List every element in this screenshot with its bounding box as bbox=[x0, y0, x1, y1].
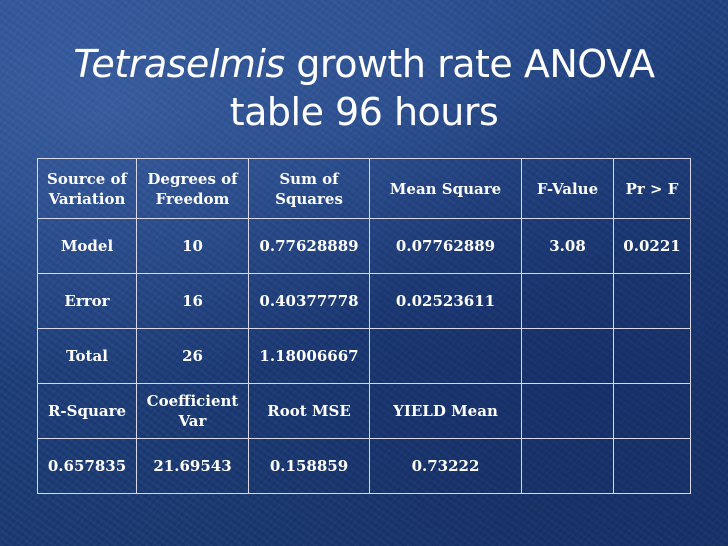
header-cell-source: Source of Variation bbox=[37, 158, 137, 219]
table-cell: 3.08 bbox=[521, 218, 614, 274]
stats-header-r-square: R-Square bbox=[37, 383, 137, 439]
stats-header-coeff-var: Coefficient Var bbox=[136, 383, 249, 439]
slide-title: Tetraselmis growth rate ANOVA table 96 h… bbox=[0, 40, 728, 136]
header-cell-ms: Mean Square bbox=[369, 158, 522, 219]
table-cell bbox=[521, 383, 614, 439]
table-cell: Error bbox=[37, 273, 137, 329]
anova-table: Source of Variation Degrees of Freedom Sum… bbox=[37, 158, 691, 494]
table-cell: 0.657835 bbox=[37, 438, 137, 494]
stats-values-row: 0.657835 21.69543 0.158859 0.73222 bbox=[37, 438, 691, 494]
header-cell-p: Pr > F bbox=[613, 158, 691, 219]
stats-header-row: R-Square Coefficient Var Root MSE YIELD M… bbox=[37, 383, 691, 439]
table-row-error: Error 16 0.40377778 0.02523611 bbox=[37, 273, 691, 329]
table-cell: Model bbox=[37, 218, 137, 274]
title-line-2: table 96 hours bbox=[229, 90, 499, 134]
table-cell: 0.77628889 bbox=[248, 218, 370, 274]
table-cell bbox=[521, 273, 614, 329]
table-cell: 0.73222 bbox=[369, 438, 522, 494]
header-cell-ss: Sum of Squares bbox=[248, 158, 370, 219]
table-cell: 1.18006667 bbox=[248, 328, 370, 384]
table-cell: 0.07762889 bbox=[369, 218, 522, 274]
table-cell bbox=[369, 328, 522, 384]
table-cell: 0.158859 bbox=[248, 438, 370, 494]
table-cell bbox=[613, 328, 691, 384]
table-cell: Total bbox=[37, 328, 137, 384]
header-row: Source of Variation Degrees of Freedom Sum… bbox=[37, 158, 691, 219]
table-row-model: Model 10 0.77628889 0.07762889 3.08 0.02… bbox=[37, 218, 691, 274]
stats-header-yield-mean: YIELD Mean bbox=[369, 383, 522, 439]
table-cell bbox=[521, 328, 614, 384]
header-cell-df: Degrees of Freedom bbox=[136, 158, 249, 219]
table-cell: 0.02523611 bbox=[369, 273, 522, 329]
table-cell bbox=[521, 438, 614, 494]
stats-header-root-mse: Root MSE bbox=[248, 383, 370, 439]
table-row-total: Total 26 1.18006667 bbox=[37, 328, 691, 384]
table-cell bbox=[613, 273, 691, 329]
table-cell bbox=[613, 383, 691, 439]
table-cell: 21.69543 bbox=[136, 438, 249, 494]
table-cell: 10 bbox=[136, 218, 249, 274]
header-cell-f: F-Value bbox=[521, 158, 614, 219]
table-cell bbox=[613, 438, 691, 494]
title-species: Tetraselmis bbox=[73, 42, 285, 86]
table-cell: 16 bbox=[136, 273, 249, 329]
title-text: growth rate ANOVA bbox=[284, 42, 655, 86]
table-cell: 0.40377778 bbox=[248, 273, 370, 329]
table-cell: 26 bbox=[136, 328, 249, 384]
table-cell: 0.0221 bbox=[613, 218, 691, 274]
